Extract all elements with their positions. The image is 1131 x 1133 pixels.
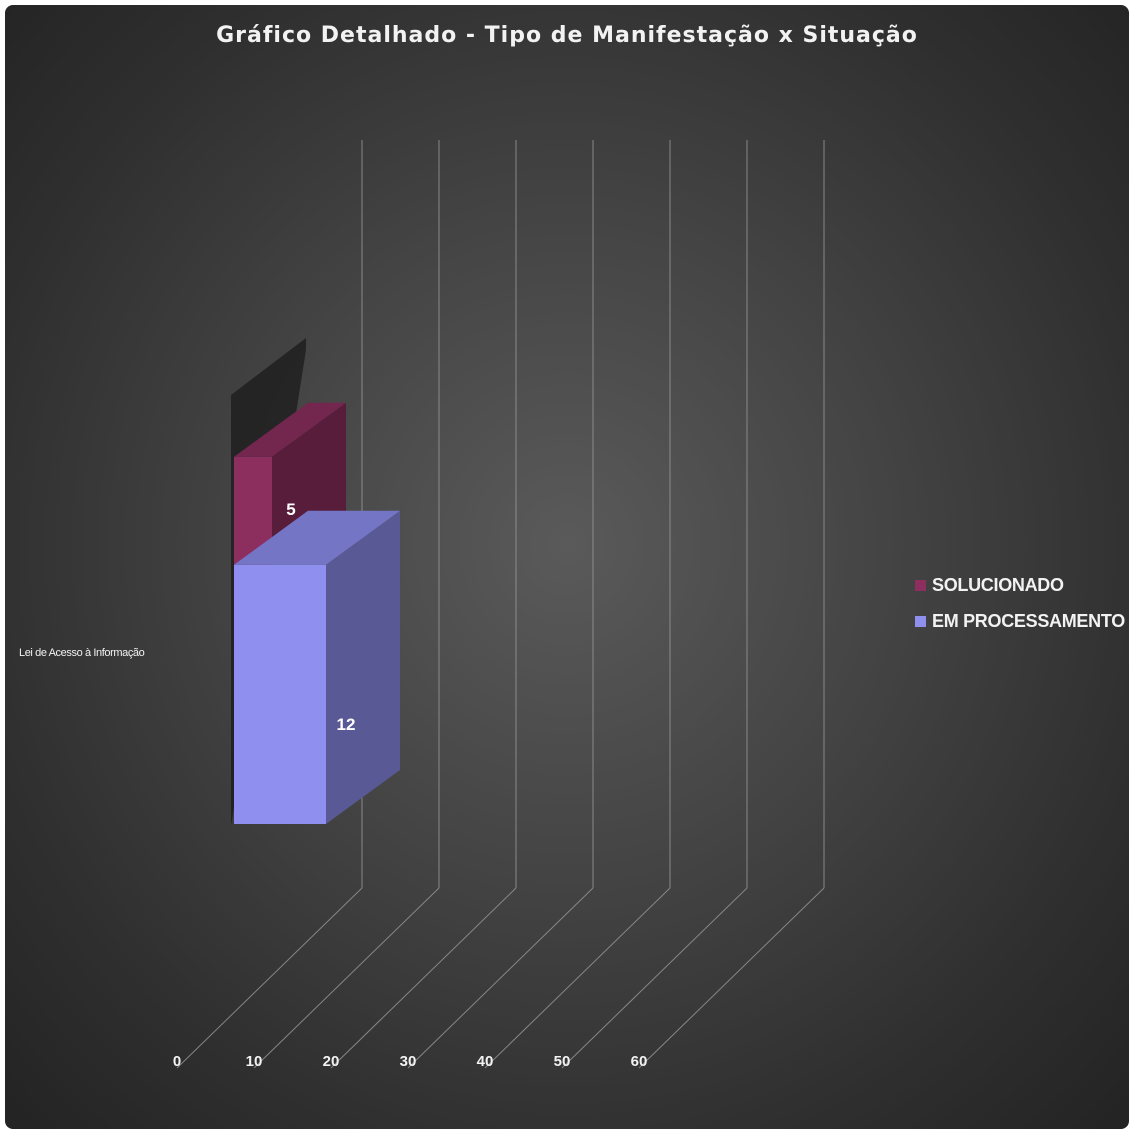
category-label: Lei de Acesso à Informação — [19, 647, 145, 659]
bar-side-em-processamento — [326, 510, 400, 824]
x-tick-label: 20 — [323, 1053, 340, 1070]
bar-top-solucionado — [234, 402, 346, 457]
data-label-solucionado: 5 — [286, 500, 295, 519]
floor-gridline — [638, 887, 825, 1069]
floor-gridline — [561, 887, 748, 1069]
floor-gridline — [407, 887, 594, 1069]
x-tick-label: 60 — [631, 1053, 648, 1070]
chart-title: Gráfico Detalhado - Tipo de Manifestação… — [216, 23, 918, 48]
floor-gridline — [176, 887, 363, 1069]
legend: SOLUCIONADO EM PROCESSAMENTO — [915, 567, 1125, 639]
legend-swatch-em-processamento — [915, 615, 926, 627]
data-label-em-processamento: 12 — [337, 715, 356, 734]
x-tick-label: 10 — [246, 1053, 263, 1070]
bar-front-em-processamento — [234, 564, 326, 824]
floor-gridline — [253, 887, 440, 1069]
legend-label-em-processamento: EM PROCESSAMENTO — [932, 610, 1125, 631]
x-tick-label: 40 — [477, 1053, 494, 1070]
legend-swatch-solucionado — [915, 579, 926, 591]
floor-gridline — [330, 887, 517, 1069]
x-tick-label: 50 — [554, 1053, 571, 1070]
legend-label-solucionado: SOLUCIONADO — [932, 574, 1064, 595]
legend-item-solucionado: SOLUCIONADO — [915, 567, 1125, 603]
bar-top-em-processamento — [234, 510, 400, 565]
floor-gridline — [484, 887, 671, 1069]
x-tick-label: 30 — [400, 1053, 417, 1070]
chart-area: 0 10 20 30 40 50 60 Lei de Acesso à Informação 5… — [5, 5, 1129, 1129]
x-tick-label: 0 — [173, 1053, 181, 1070]
chart-plot: 0 10 20 30 40 50 60 Lei de Acesso à Informação 5… — [19, 140, 825, 1070]
legend-item-em-processamento: EM PROCESSAMENTO — [915, 603, 1125, 639]
